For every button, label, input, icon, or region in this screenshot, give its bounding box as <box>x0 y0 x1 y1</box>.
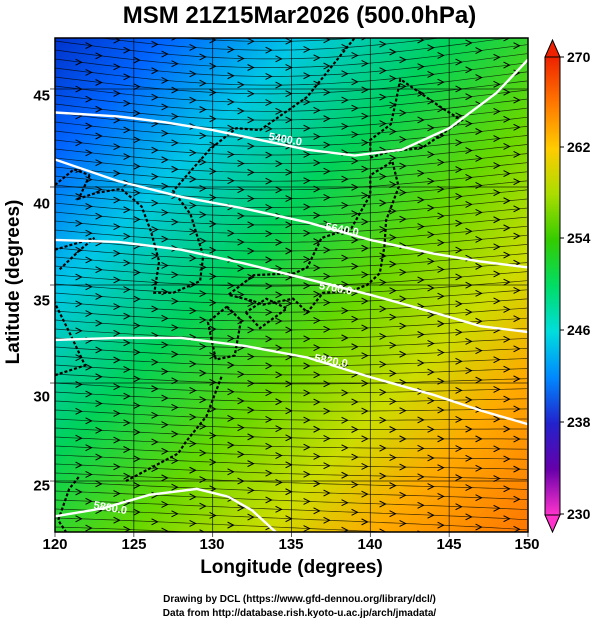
contour-line <box>55 487 277 532</box>
x-tick-label: 130 <box>199 536 225 553</box>
coastline-segment <box>76 38 356 294</box>
credit-line-data: Data from http://database.rish.kyoto-u.a… <box>162 608 437 619</box>
x-tick-label: 140 <box>357 536 383 553</box>
contour-label: 5700.0 <box>318 280 353 298</box>
colorbar-tick-label: 230 <box>567 506 591 522</box>
colorbar-tick-label: 262 <box>567 139 591 155</box>
contour-line <box>55 238 528 334</box>
lat-lon-grid <box>50 38 529 537</box>
coastline-segment <box>125 374 224 482</box>
colorbar-tick-label: 254 <box>567 230 591 246</box>
height-contours: 5400.0 5640.0 5700.0 5820.0 5880.0 <box>55 58 528 532</box>
plot-frame <box>54 37 529 533</box>
contour-label: 5400.0 <box>268 131 303 149</box>
colorbar-tick-label: 270 <box>567 49 591 65</box>
colorbar-tick-label: 246 <box>567 322 591 338</box>
contour-line <box>55 158 528 269</box>
credit-line-drawing: Drawing by DCL (https://www.gfd-dennou.o… <box>163 594 436 605</box>
colorbar-min-triangle <box>544 514 561 534</box>
x-tick-label: 120 <box>42 536 68 553</box>
contour-line <box>55 336 528 426</box>
y-tick-label: 40 <box>33 195 50 213</box>
coastline-segment <box>55 168 91 186</box>
coastline-segment <box>56 476 80 532</box>
contour-label: 5640.0 <box>324 221 359 239</box>
y-tick-label: 30 <box>33 388 50 406</box>
y-tick-label: 45 <box>33 87 50 105</box>
x-axis-label: Longitude (degrees) <box>200 557 383 578</box>
colorbar-max-triangle <box>544 38 561 58</box>
coastline-segment <box>225 159 400 315</box>
y-tick-label: 25 <box>33 477 50 495</box>
x-tick-label: 135 <box>278 536 304 553</box>
x-tick-label: 145 <box>436 536 462 553</box>
coastline-segment <box>55 285 87 377</box>
coastlines <box>55 38 464 532</box>
y-axis-label: Latitude (degrees) <box>3 199 24 365</box>
map-title: MSM 21Z15Mar2026 (500.0hPa) <box>122 2 477 29</box>
y-tick-label: 35 <box>33 292 50 310</box>
contour-line <box>55 58 528 157</box>
coastline-segment <box>55 236 96 271</box>
x-tick-label: 150 <box>514 536 540 553</box>
contour-label: 5880.0 <box>93 500 128 518</box>
colorbar <box>544 38 564 534</box>
contour-label: 5820.0 <box>313 353 348 371</box>
coastline-segment <box>369 77 464 159</box>
coastline-segment <box>206 305 243 361</box>
colorbar-tick-label: 238 <box>567 414 591 430</box>
coastline-segment <box>244 297 289 330</box>
x-tick-label: 125 <box>121 536 147 553</box>
colorbar-fill <box>544 56 561 516</box>
